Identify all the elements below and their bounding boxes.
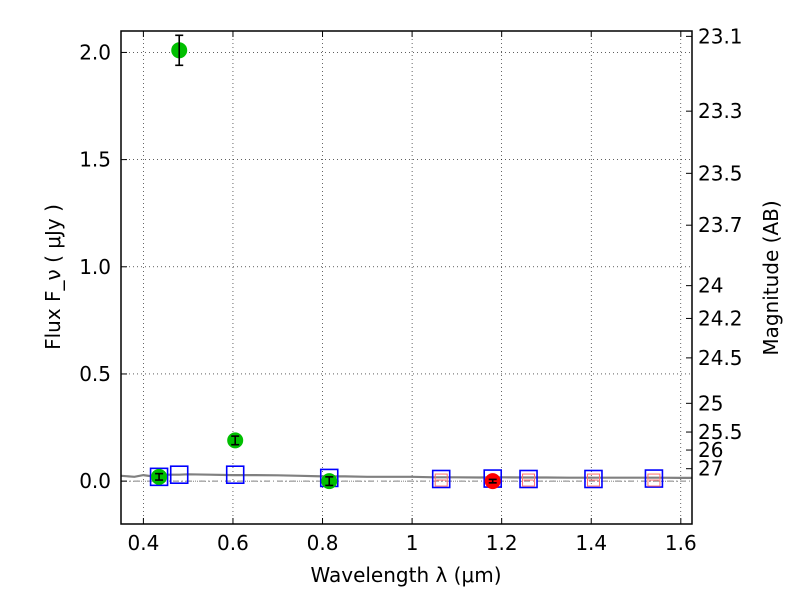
magnitude-tick-label: 25 — [698, 391, 723, 415]
upper-limit-marker — [522, 473, 536, 487]
magnitude-tick-label: 24 — [698, 274, 723, 298]
magnitude-tick-label: 23.7 — [698, 213, 743, 237]
plot-frame — [120, 30, 693, 525]
magnitude-tick-label: 23.5 — [698, 161, 743, 185]
y-axis-label: Flux F_ν ( μJy ) — [41, 204, 65, 350]
model-photometry-square — [225, 465, 245, 485]
upper-limit-marker — [434, 473, 448, 487]
upper-limit-layer — [434, 473, 661, 487]
x-tick-label: 1.2 — [486, 531, 518, 555]
model-photometry-square — [169, 465, 189, 485]
model-photometry-square — [584, 469, 603, 489]
magnitude-tick-label: 24.5 — [698, 346, 743, 370]
y-tick-label: 2.0 — [79, 40, 111, 64]
magnitude-tick-label: 27 — [698, 457, 723, 481]
x-tick-label: 1 — [406, 531, 419, 555]
x-tick-label: 1.6 — [665, 531, 697, 555]
model-photometry-square — [149, 467, 169, 487]
y-tick-label: 1.0 — [79, 255, 111, 279]
y-axis-ticks: 0.0 0.5 1.0 1.5 2.0 — [79, 40, 127, 493]
model-spectrum-line — [120, 473, 692, 479]
x-tick-label: 0.6 — [217, 531, 249, 555]
model-spectrum-layer — [120, 473, 692, 479]
x-tick-label: 1.4 — [575, 531, 607, 555]
magnitude-axis-label: Magnitude (AB) — [759, 200, 783, 355]
magnitude-tick-label: 25.5 — [698, 420, 743, 444]
upper-limit-marker — [586, 473, 600, 487]
model-photometry-layer — [149, 465, 664, 489]
upper-limit-marker — [647, 473, 661, 487]
magnitude-tick-label: 23.3 — [698, 99, 743, 123]
x-axis-ticks: 0.4 0.6 0.8 1 1.2 1.4 1.6 — [127, 31, 697, 555]
model-photometry-square — [644, 469, 664, 488]
y-tick-label: 1.5 — [79, 148, 111, 172]
photometry-points-layer — [151, 34, 501, 490]
model-photometry-square — [519, 469, 538, 489]
x-tick-label: 0.4 — [127, 531, 159, 555]
magnitude-tick-label: 24.2 — [698, 306, 743, 330]
model-photometry-square — [431, 469, 451, 489]
x-tick-label: 0.8 — [307, 531, 339, 555]
x-axis-label: Wavelength λ (μm) — [310, 563, 501, 587]
y-tick-label: 0.0 — [79, 469, 111, 493]
magnitude-tick-label: 23.1 — [698, 24, 743, 48]
magnitude-tick-label: 26 — [698, 438, 723, 462]
y-tick-label: 0.5 — [79, 362, 111, 386]
